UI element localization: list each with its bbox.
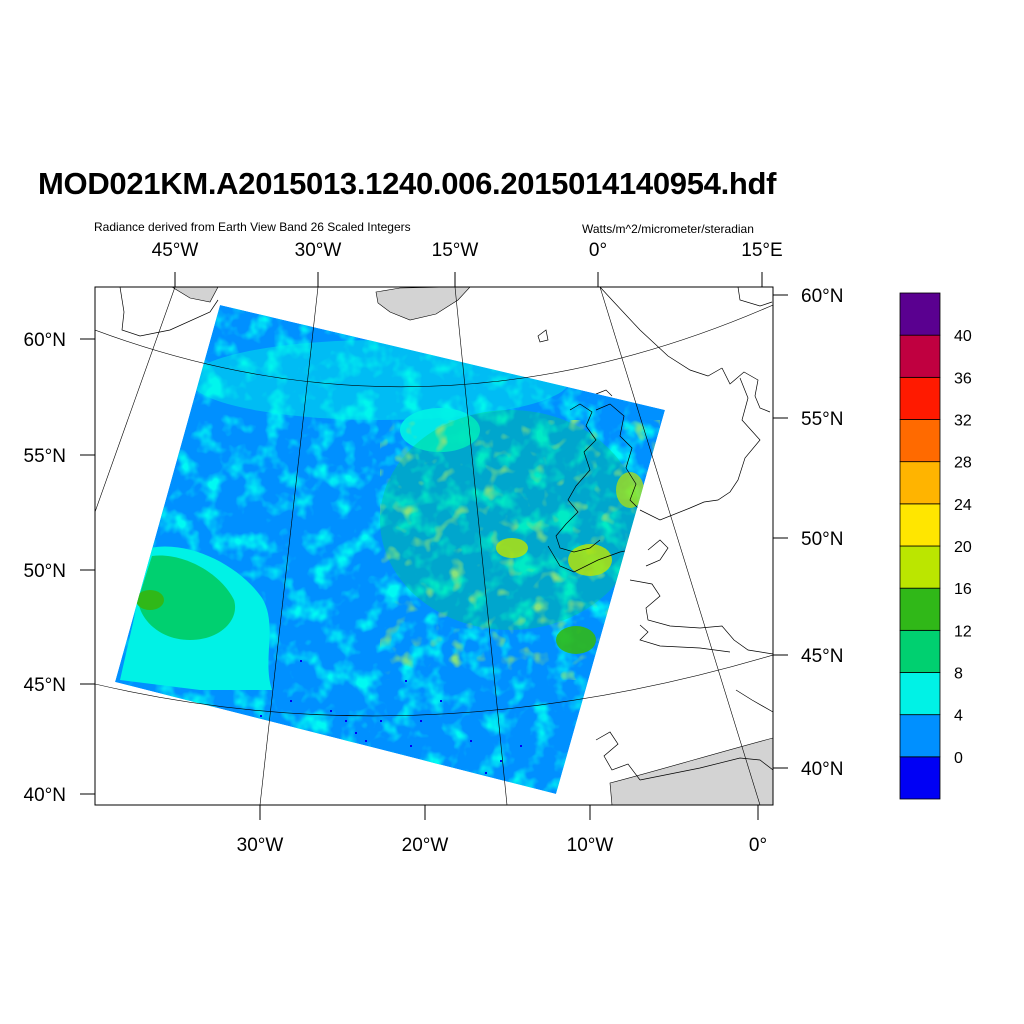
colorbar-label: 0	[954, 750, 963, 767]
colorbar-label: 4	[954, 708, 963, 725]
left-tick-label: 60°N	[24, 330, 66, 351]
colorbar-label: 8	[954, 666, 963, 683]
bottom-tick-label: 30°W	[237, 835, 284, 856]
right-tick-label: 50°N	[801, 529, 843, 550]
right-tick-label: 40°N	[801, 759, 843, 780]
left-tick-label: 45°N	[24, 675, 66, 696]
left-tick-label: 55°N	[24, 446, 66, 467]
right-tick-label: 55°N	[801, 409, 843, 430]
low-value-specks	[260, 660, 522, 774]
left-tick-label: 50°N	[24, 561, 66, 582]
top-tick-label: 15°E	[741, 240, 782, 261]
plot-frame	[94, 286, 774, 806]
colorbar-label: 40	[954, 328, 972, 345]
colorbar-label: 28	[954, 455, 972, 472]
colorbar-swatch	[899, 545, 941, 589]
colorbar-label: 12	[954, 623, 972, 640]
graticule	[95, 287, 773, 805]
colorbar-label: 32	[954, 413, 972, 430]
top-tick-label: 0°	[589, 240, 607, 261]
tick-marks	[80, 272, 788, 820]
coastlines	[119, 287, 773, 781]
radiance-swath	[115, 305, 665, 794]
bottom-tick-label: 10°W	[567, 835, 614, 856]
top-tick-label: 45°W	[152, 240, 199, 261]
colorbar-swatch	[899, 503, 941, 547]
colorbar-label: 36	[954, 370, 972, 387]
top-tick-label: 30°W	[295, 240, 342, 261]
land-africa	[609, 737, 773, 805]
colorbar-swatch	[899, 334, 941, 378]
colorbar-label: 20	[954, 539, 972, 556]
units-label: Watts/m^2/micrometer/steradian	[582, 222, 754, 236]
variable-description: Radiance derived from Earth View Band 26…	[94, 220, 411, 234]
land-iceland	[375, 287, 471, 321]
colorbar-swatch	[899, 714, 941, 758]
colorbar-swatch	[899, 587, 941, 631]
colorbar-swatch	[899, 376, 941, 420]
colorbar-swatch	[899, 419, 941, 463]
colorbar-label: 24	[954, 497, 972, 514]
right-tick-label: 60°N	[801, 286, 843, 307]
colorbar-swatch	[899, 461, 941, 505]
land-greenland	[171, 287, 219, 303]
colorbar: 0 4 8 12 16 20 24 28 32 36 40	[899, 292, 972, 800]
plot-title: MOD021KM.A2015013.1240.006.2015014140954…	[38, 166, 777, 201]
top-tick-label: 15°W	[432, 240, 479, 261]
bottom-tick-label: 0°	[749, 835, 767, 856]
bottom-tick-label: 20°W	[402, 835, 449, 856]
right-tick-label: 45°N	[801, 646, 843, 667]
colorbar-swatch	[899, 629, 941, 673]
cloud-band-north	[190, 340, 570, 420]
left-tick-label: 40°N	[24, 785, 66, 806]
colorbar-swatch	[899, 672, 941, 716]
map-panel	[95, 287, 773, 805]
colorbar-swatch	[899, 292, 941, 336]
colorbar-label: 16	[954, 581, 972, 598]
colorbar-swatch	[899, 756, 941, 800]
